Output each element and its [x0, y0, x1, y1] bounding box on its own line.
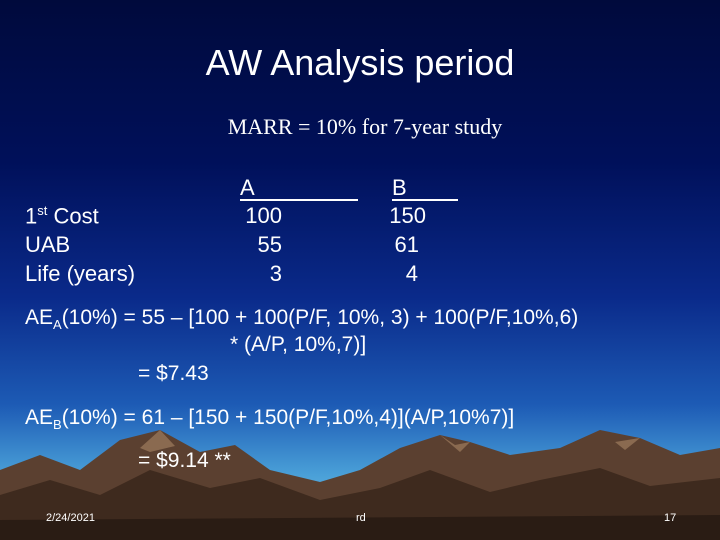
cell-a-uab: 55	[257, 232, 282, 257]
cell-b-uab: 61	[394, 232, 419, 257]
slide-title: AW Analysis period	[205, 42, 515, 83]
column-b-underline	[392, 199, 458, 201]
equation-b-result: = $9.14 **	[138, 449, 231, 472]
cell-a-life: 3	[269, 261, 282, 286]
row-label-life: Life (years)	[25, 261, 136, 286]
footer-page-number: 17	[664, 512, 677, 524]
row-label-first-cost: 1st Cost	[25, 203, 99, 229]
equation-a-result: = $7.43	[138, 362, 209, 385]
equation-b-line1: AEB(10%) = 61 – [150 + 150(P/F,10%,4)](A…	[25, 406, 515, 433]
cell-b-life: 4	[405, 261, 418, 286]
column-header-b: B	[392, 175, 407, 200]
row-label-uab: UAB	[25, 232, 71, 257]
equation-a-line2: * (A/P, 10%,7)]	[230, 333, 367, 356]
slide-subtitle: MARR = 10% for 7-year study	[227, 114, 503, 139]
column-a-underline	[240, 199, 358, 201]
footer-author: rd	[356, 512, 366, 524]
column-header-a: A	[240, 175, 255, 200]
cell-b-first-cost: 150	[389, 203, 426, 228]
footer-date: 2/24/2021	[46, 512, 95, 524]
equation-a-line1: AEA(10%) = 55 – [100 + 100(P/F, 10%, 3) …	[25, 306, 579, 333]
cell-a-first-cost: 100	[245, 203, 282, 228]
